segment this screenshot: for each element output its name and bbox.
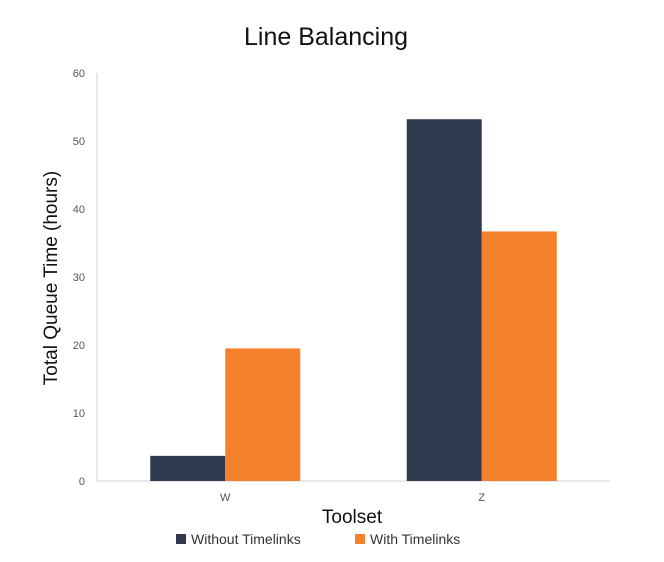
x-tick-label: W: [220, 492, 231, 504]
bar-z-with-timelinks: [481, 231, 557, 481]
legend-label-with-timelinks: With Timelinks: [370, 531, 460, 547]
bar-w-without-timelinks: [150, 455, 226, 481]
chart-title: Line Balancing: [244, 23, 408, 51]
x-axis-title: Toolset: [322, 507, 383, 528]
y-tick-label: 10: [73, 408, 85, 420]
y-tick-label: 40: [73, 204, 85, 216]
y-tick-label: 50: [73, 136, 85, 148]
bars: [150, 119, 557, 482]
y-tick-label: 20: [73, 340, 85, 352]
legend: Without Timelinks With Timelinks: [176, 531, 460, 547]
legend-label-without-timelinks: Without Timelinks: [191, 531, 301, 547]
y-axis-ticks: 0 10 20 30 40 50 60: [73, 68, 85, 488]
bar-z-without-timelinks: [406, 119, 482, 482]
y-tick-label: 30: [73, 272, 85, 284]
legend-swatch-with-timelinks: [355, 534, 365, 544]
legend-swatch-without-timelinks: [176, 534, 186, 544]
y-tick-label: 0: [79, 476, 85, 488]
y-tick-label: 60: [73, 68, 85, 80]
bar-w-with-timelinks: [225, 348, 301, 481]
y-axis-title: Total Queue Time (hours): [41, 171, 62, 385]
x-tick-label: Z: [478, 492, 485, 504]
